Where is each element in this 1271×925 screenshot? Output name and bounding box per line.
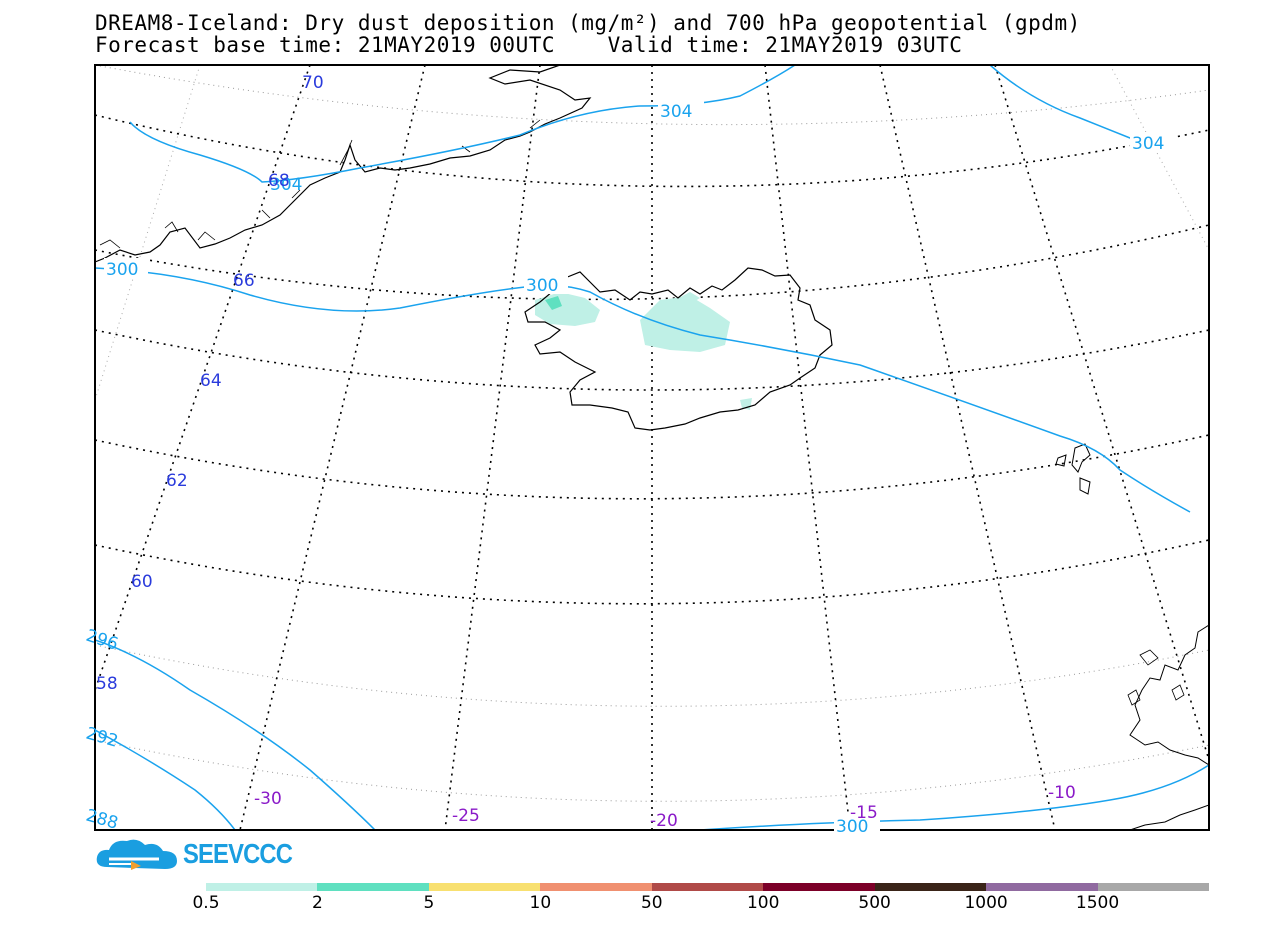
lon-label-minus30: -30 [254, 789, 282, 809]
lat-label-68: 68 [268, 171, 290, 191]
color-scale-swatch [763, 883, 875, 891]
lat-label-60: 60 [131, 572, 153, 592]
logo-text: SEEVCCC [183, 838, 293, 869]
color-scale-swatch [317, 883, 429, 891]
contour-label-300-bottom: 300 [836, 817, 868, 837]
lat-label-66: 66 [233, 271, 255, 291]
lat-label-62: 62 [166, 471, 188, 491]
lat-label-58: 58 [96, 674, 118, 694]
contour-label-296: 296 [83, 626, 120, 655]
graticule-meridians [95, 65, 1209, 830]
color-scale-swatch [1097, 883, 1209, 891]
map-frame [94, 64, 1210, 831]
seevccc-logo: SEEVCCC [95, 836, 311, 872]
graticule-parallels-faint [95, 65, 1209, 802]
color-scale-label: 100 [746, 893, 780, 913]
color-scale-bar [206, 883, 1209, 891]
graticule-meridians-faint [95, 65, 1209, 401]
color-scale-label: 10 [529, 893, 552, 913]
greenland-fjords [99, 119, 541, 249]
map-subtitle: Forecast base time: 21MAY2019 00UTC Vali… [95, 33, 963, 57]
lon-label-minus10: -10 [1048, 783, 1076, 803]
contour-label-292: 292 [84, 724, 121, 752]
color-scale-label: 500 [858, 893, 891, 913]
lat-label-70: 70 [302, 73, 324, 93]
color-scale-label: 5 [423, 893, 435, 913]
graticule-parallels [95, 114, 1209, 605]
color-scale-swatch [206, 883, 318, 891]
color-scale-swatch [651, 883, 764, 891]
norway-islands [1127, 649, 1185, 706]
lon-label-minus15: -15 [850, 803, 878, 823]
dust-deposition-patches [535, 292, 752, 410]
dust-deposition-patch-dense [545, 296, 562, 310]
color-scale-label: 0.5 [192, 893, 220, 913]
color-scale-swatch [540, 883, 652, 891]
contour-label-288: 288 [84, 806, 121, 834]
color-scale-label: 50 [640, 893, 663, 913]
cloud-logo-icon [96, 839, 177, 870]
contour-label-304-left: 304 [270, 175, 302, 195]
norway-coastline [1129, 624, 1209, 830]
color-scale-labels: 0.5 2 5 10 50 100 500 1000 1500 [0, 893, 1271, 913]
faroe-islands [1055, 443, 1091, 495]
lat-label-64: 64 [200, 371, 222, 391]
color-scale-label: 2 [312, 893, 323, 913]
geopotential-contours [95, 65, 1209, 830]
color-scale-swatch [986, 883, 1098, 891]
lon-label-minus25: -25 [452, 806, 480, 826]
color-scale-label: 1500 [1075, 893, 1120, 913]
contour-label-300-center: 300 [526, 276, 558, 296]
iceland-coastline [524, 267, 833, 431]
lon-label-minus20: -20 [650, 811, 678, 831]
color-scale-label: 1000 [964, 893, 1008, 913]
map-title: DREAM8-Iceland: Dry dust deposition (mg/… [95, 11, 1081, 35]
color-scale-swatch [428, 883, 541, 891]
contour-label-304-right: 304 [1132, 134, 1164, 154]
greenland-coastline [95, 65, 592, 263]
contour-label-300-left: 300 [106, 260, 138, 280]
color-scale-swatch [874, 883, 987, 891]
contour-label-304-top: 304 [660, 102, 692, 122]
